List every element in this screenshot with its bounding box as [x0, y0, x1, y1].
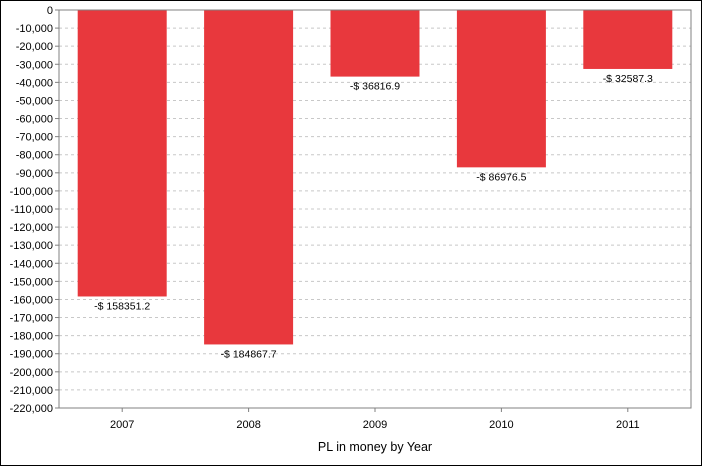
x-tick-label-2010: 2010 [489, 419, 513, 431]
plot-area-border [58, 9, 692, 409]
y-tick-label: -60,000 [16, 114, 53, 126]
x-tick-label-2009: 2009 [363, 419, 387, 431]
y-tick-label: -130,000 [10, 240, 53, 252]
y-tick-label: -190,000 [10, 349, 53, 361]
y-tick-label: -180,000 [10, 331, 53, 343]
y-tick-label: -200,000 [10, 367, 53, 379]
bar-2010 [456, 10, 546, 168]
y-tick-label: -150,000 [10, 276, 53, 288]
y-tick-label: -220,000 [10, 403, 53, 415]
y-tick-label: -10,000 [16, 23, 53, 35]
y-tick-label: -80,000 [16, 150, 53, 162]
y-tick-label: -100,000 [10, 186, 53, 198]
y-tick-label: -50,000 [16, 95, 53, 107]
data-label-2011: -$ 32587.3 [603, 73, 653, 85]
y-axis-ticks: 0 -10,000 -20,000 -30,000 -40,000 -50,000 -60,… [10, 5, 59, 415]
y-tick-label: -170,000 [10, 313, 53, 325]
y-tick-label: -30,000 [16, 59, 53, 71]
data-labels: -$ 158351.2 -$ 184867.7 -$ 36816.9 -$ 86976… [94, 73, 653, 360]
x-tick-label-2008: 2008 [236, 419, 260, 431]
y-tick-label: -20,000 [16, 41, 53, 53]
y-tick-label: 0 [47, 5, 53, 17]
x-tick-label-2007: 2007 [110, 419, 134, 431]
y-tick-label: -70,000 [16, 132, 53, 144]
data-label-2009: -$ 36816.9 [350, 81, 400, 93]
bar-2009 [330, 10, 420, 77]
bar-2011 [583, 10, 673, 69]
x-axis-label: PL in money by Year [318, 440, 432, 454]
bar-2007 [77, 10, 167, 297]
y-tick-label: -110,000 [10, 204, 53, 216]
bars [77, 10, 673, 345]
data-label-2008: -$ 184867.7 [221, 348, 277, 360]
y-tick-label: -40,000 [16, 77, 53, 89]
y-tick-label: -210,000 [10, 385, 53, 397]
data-label-2007: -$ 158351.2 [94, 300, 150, 312]
y-tick-label: -160,000 [10, 294, 53, 306]
x-tick-label-2011: 2011 [616, 419, 640, 431]
y-tick-label: -140,000 [10, 258, 53, 270]
y-tick-label: -120,000 [10, 222, 53, 234]
data-label-2010: -$ 86976.5 [476, 171, 526, 183]
y-tick-label: -90,000 [16, 168, 53, 180]
bar-2008 [204, 10, 294, 345]
x-axis-ticks: 2007 2008 2009 2010 2011 [110, 408, 640, 431]
